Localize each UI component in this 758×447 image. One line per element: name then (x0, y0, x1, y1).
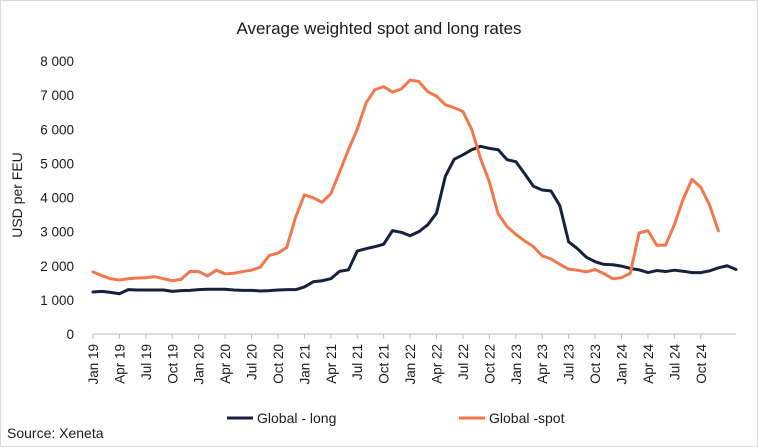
x-tick-label: Apr 19 (112, 344, 127, 384)
y-tick-label: 8 000 (40, 54, 74, 69)
x-tick-label: Jan 22 (403, 344, 418, 385)
x-tick-label: Jan 23 (509, 344, 524, 385)
x-tick-label: Jan 19 (86, 344, 101, 385)
legend-label: Global -spot (489, 410, 565, 426)
x-tick-label: Apr 20 (218, 344, 233, 384)
x-tick-label: Apr 22 (430, 344, 445, 384)
y-axis: 0 1 000 2 000 3 000 4 000 5 000 6 000 7 000 8 00… (40, 54, 74, 342)
legend: Global - long Global -spot (227, 410, 565, 426)
x-tick-label: Oct 20 (271, 344, 286, 384)
x-tick-label: Apr 23 (535, 344, 550, 384)
x-axis: Jan 19 Apr 19 Jul 19 Oct 19 Jan 20 Apr 20 Jul … (86, 333, 736, 385)
x-tick-label: Oct 23 (588, 344, 603, 384)
x-tick-label: Jul 21 (350, 344, 365, 380)
legend-label: Global - long (257, 410, 336, 426)
x-tick-label: Oct 21 (377, 344, 392, 384)
x-tick-label: Apr 24 (641, 344, 656, 384)
x-tick-label: Jul 22 (456, 344, 471, 380)
series-line-global-long (91, 144, 738, 296)
y-tick-label: 6 000 (40, 122, 74, 137)
y-tick-label: 0 (66, 327, 74, 342)
chart-title: Average weighted spot and long rates (236, 19, 521, 38)
series-lines (91, 78, 738, 296)
y-axis-label: USD per FEU (9, 152, 25, 238)
source-note: Source: Xeneta (7, 425, 104, 441)
x-tick-label: Jul 19 (139, 344, 154, 380)
y-tick-label: 3 000 (40, 225, 74, 240)
x-tick-label: Jan 21 (297, 344, 312, 385)
x-tick-label: Oct 19 (165, 344, 180, 384)
x-tick-label: Apr 21 (324, 344, 339, 384)
x-tick-label: Jul 23 (562, 344, 577, 380)
y-tick-label: 2 000 (40, 259, 74, 274)
x-tick-label: Jan 24 (614, 344, 629, 385)
y-tick-label: 1 000 (40, 293, 74, 308)
series-line-global-spot (91, 78, 720, 283)
x-tick-label: Jul 20 (245, 344, 260, 380)
x-tick-label: Oct 22 (482, 344, 497, 384)
x-tick-label: Jul 24 (667, 344, 682, 381)
y-tick-label: 7 000 (40, 88, 74, 103)
y-tick-label: 4 000 (40, 191, 74, 206)
x-tick-label: Oct 24 (694, 344, 709, 384)
x-tick-label: Jan 20 (192, 344, 207, 385)
y-tick-label: 5 000 (40, 156, 74, 171)
